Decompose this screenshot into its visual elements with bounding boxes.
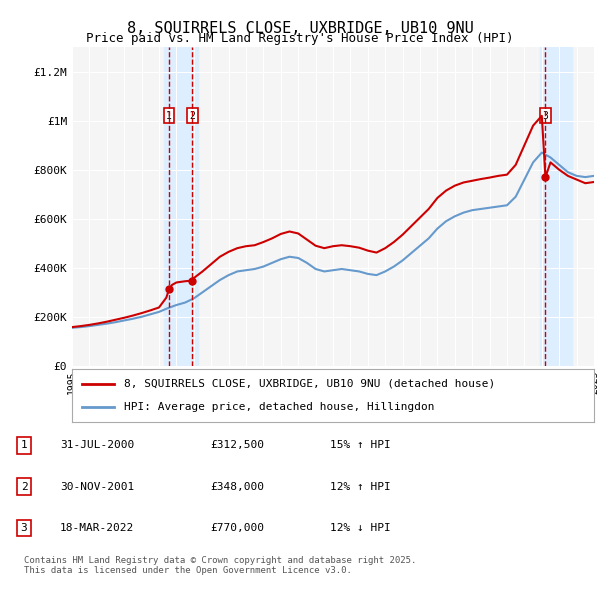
Text: 3: 3 xyxy=(542,111,548,121)
Text: 2: 2 xyxy=(190,111,196,121)
Text: 31-JUL-2000: 31-JUL-2000 xyxy=(60,441,134,450)
Text: £770,000: £770,000 xyxy=(210,523,264,533)
Text: 3: 3 xyxy=(20,523,28,533)
Text: £312,500: £312,500 xyxy=(210,441,264,450)
Text: 18-MAR-2022: 18-MAR-2022 xyxy=(60,523,134,533)
Text: 1: 1 xyxy=(20,441,28,450)
Text: £348,000: £348,000 xyxy=(210,482,264,491)
Text: Contains HM Land Registry data © Crown copyright and database right 2025.
This d: Contains HM Land Registry data © Crown c… xyxy=(24,556,416,575)
Text: Price paid vs. HM Land Registry's House Price Index (HPI): Price paid vs. HM Land Registry's House … xyxy=(86,32,514,45)
Text: 1: 1 xyxy=(166,111,172,121)
Text: HPI: Average price, detached house, Hillingdon: HPI: Average price, detached house, Hill… xyxy=(124,402,434,412)
Text: 15% ↑ HPI: 15% ↑ HPI xyxy=(330,441,391,450)
Bar xyxy=(164,47,197,366)
Text: 8, SQUIRRELS CLOSE, UXBRIDGE, UB10 9NU (detached house): 8, SQUIRRELS CLOSE, UXBRIDGE, UB10 9NU (… xyxy=(124,379,496,389)
Text: 12% ↓ HPI: 12% ↓ HPI xyxy=(330,523,391,533)
Text: 12% ↑ HPI: 12% ↑ HPI xyxy=(330,482,391,491)
Text: 8, SQUIRRELS CLOSE, UXBRIDGE, UB10 9NU: 8, SQUIRRELS CLOSE, UXBRIDGE, UB10 9NU xyxy=(127,21,473,35)
Text: 2: 2 xyxy=(20,482,28,491)
Bar xyxy=(540,47,572,366)
Text: 30-NOV-2001: 30-NOV-2001 xyxy=(60,482,134,491)
